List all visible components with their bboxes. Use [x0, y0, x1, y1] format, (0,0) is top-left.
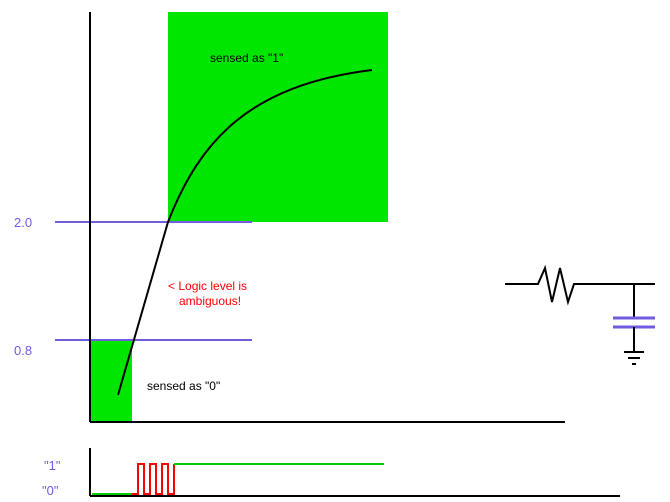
sensed-one-label: sensed as "1": [210, 51, 283, 65]
sensed-zero-label: sensed as "0": [147, 379, 220, 393]
digital-one-label: "1": [44, 458, 61, 473]
ambiguous-label-line1: < Logic level is: [168, 279, 247, 293]
voltage-curve: [117, 69, 373, 396]
digital-glitch-waveform: [132, 463, 175, 495]
high-region: [168, 12, 388, 222]
low-threshold-label: 0.8: [14, 343, 32, 358]
rc-circuit: [505, 264, 655, 365]
resistor-symbol: [505, 264, 655, 306]
ground-icon: [624, 351, 644, 365]
low-region: [90, 340, 132, 422]
ambiguous-label-line2: ambiguous!: [179, 294, 241, 308]
high-threshold-label: 2.0: [14, 215, 32, 230]
digital-zero-label: "0": [42, 483, 59, 498]
